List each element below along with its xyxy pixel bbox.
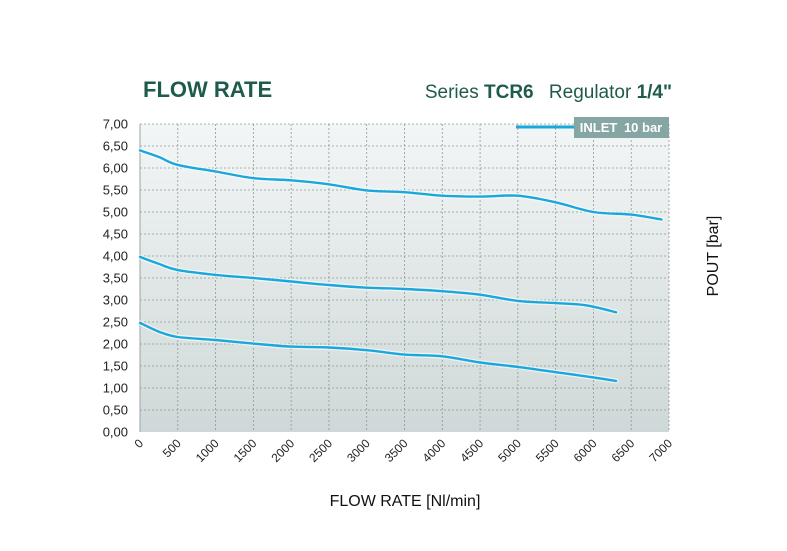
y-tick-label: 2,00	[103, 337, 128, 352]
legend-label: INLET	[580, 120, 618, 135]
x-tick-label: 5500	[533, 436, 562, 465]
x-tick-label: 1000	[193, 436, 222, 465]
x-tick-label: 7000	[646, 436, 675, 465]
y-tick-label: 6,50	[103, 139, 128, 154]
x-tick-label: 500	[160, 436, 184, 460]
series-prefix: Series	[425, 82, 479, 103]
x-tick-label: 6500	[609, 436, 638, 465]
x-tick-label: 4500	[457, 436, 486, 465]
x-tick-label: 5000	[495, 436, 524, 465]
y-tick-label: 5,50	[103, 183, 128, 198]
x-tick-label: 2500	[306, 436, 335, 465]
chart-title: FLOW RATE	[143, 77, 272, 102]
regulator-label: Regulator	[549, 82, 632, 103]
y-tick-label: 3,50	[103, 271, 128, 286]
y-tick-label: 4,50	[103, 227, 128, 242]
legend-value: 10 bar	[624, 120, 662, 135]
legend-entry: INLET 10 bar	[580, 120, 663, 135]
x-tick-label: 3000	[344, 436, 373, 465]
x-axis-ticks: 0 500 1000 1500 2000 2500 3000 3500 4000 4500 5000…	[131, 436, 675, 465]
y-axis-ticks: 0,00 0,50 1,00 1,50 2,00 2,50 3,00 3,50 4,00 4,50…	[103, 117, 128, 440]
y-axis-label: POUT [bar]	[705, 216, 722, 297]
y-tick-label: 1,00	[103, 381, 128, 396]
legend-box	[574, 117, 669, 138]
x-axis-label: FLOW RATE [Nl/min]	[330, 493, 481, 510]
regulator-size: 1/4"	[637, 82, 672, 103]
series-subtitle: Series TCR6 Regulator 1/4"	[425, 82, 672, 103]
y-tick-label: 5,00	[103, 205, 128, 220]
y-tick-label: 4,00	[103, 249, 128, 264]
y-tick-label: 1,50	[103, 359, 128, 374]
y-tick-label: 6,00	[103, 161, 128, 176]
y-tick-label: 3,00	[103, 293, 128, 308]
series-line-1	[138, 149, 663, 221]
series-lines	[137, 147, 664, 384]
x-tick-label: 3500	[382, 436, 411, 465]
legend: INLET 10 bar	[516, 117, 669, 138]
y-tick-label: 7,00	[103, 117, 128, 132]
y-tick-label: 2,50	[103, 315, 128, 330]
y-tick-label: 0,50	[103, 403, 128, 418]
x-tick-label: 0	[131, 436, 146, 451]
y-tick-label: 0,00	[103, 425, 128, 440]
x-tick-label: 6000	[571, 436, 600, 465]
series-model: TCR6	[484, 82, 534, 103]
x-tick-label: 4000	[420, 436, 449, 465]
series-line-2	[138, 255, 618, 314]
x-tick-label: 1500	[231, 436, 260, 465]
x-tick-label: 2000	[268, 436, 297, 465]
series-line-3	[138, 321, 618, 383]
